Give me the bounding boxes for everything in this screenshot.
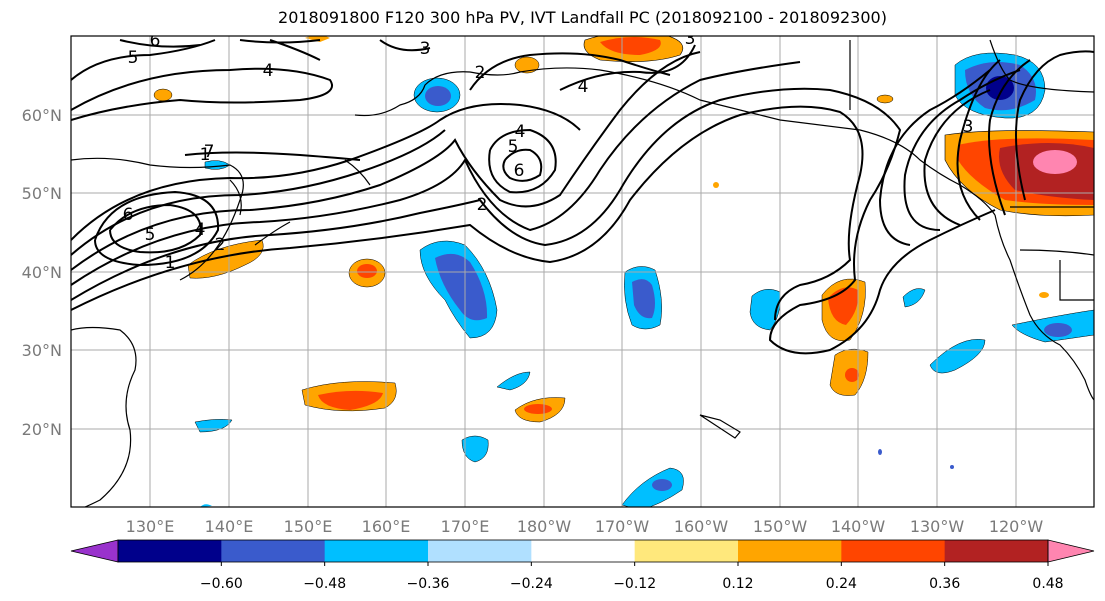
lon-tick-label: 150°E — [284, 517, 333, 536]
contour-label: 5 — [128, 48, 139, 68]
contour-label: 3 — [963, 117, 974, 137]
lon-tick-label: 150°W — [753, 517, 808, 536]
colorbar-segment — [634, 540, 739, 562]
contour-label: 6 — [514, 161, 525, 181]
longitude-labels: 130°E 140°E 150°E 160°E 170°E 180°W 170°W 160°W… — [126, 517, 1044, 536]
colorbar-tick-label: 0.36 — [929, 576, 960, 592]
colorbar-extend-max — [1047, 539, 1095, 563]
lat-tick-label: 60°N — [22, 106, 62, 125]
colorbar-tick-label: −0.36 — [407, 576, 450, 592]
graticule — [71, 36, 1094, 507]
colorbar-tick-labels: −0.60 −0.48 −0.36 −0.24 −0.12 0.12 0.24 0.36 0.4… — [200, 562, 1064, 592]
pv-contours — [71, 39, 1094, 355]
colorbar-tick-label: 0.48 — [1032, 576, 1063, 592]
colorbar-extend-min — [70, 539, 119, 563]
lon-tick-label: 170°W — [595, 517, 650, 536]
lon-tick-label: 160°E — [362, 517, 411, 536]
colorbar-segment — [324, 540, 429, 562]
colorbar-segment — [738, 540, 842, 562]
lat-tick-label: 40°N — [22, 263, 62, 282]
lon-tick-label: 140°W — [831, 517, 886, 536]
contour-label: 4 — [195, 220, 206, 240]
colorbar-segment — [531, 540, 636, 562]
lon-tick-label: 180°W — [517, 517, 572, 536]
lat-tick-label: 30°N — [22, 341, 62, 360]
colorbar-tick-label: −0.48 — [303, 576, 346, 592]
colorbar-tick-label: 0.24 — [826, 576, 857, 592]
lon-tick-label: 170°E — [441, 517, 490, 536]
lat-tick-label: 20°N — [22, 420, 62, 439]
colorbar-segment — [118, 540, 222, 562]
contour-label: 2 — [477, 195, 488, 215]
pv-anomaly-shading — [153, 36, 1094, 507]
lon-tick-label: 140°E — [205, 517, 254, 536]
contour-label: 3 — [685, 29, 696, 49]
map-title: 2018091800 F120 300 hPa PV, IVT Landfall… — [278, 8, 887, 27]
contour-label: 4 — [515, 122, 526, 142]
colorbar-segment — [944, 540, 1049, 562]
contour-label: 2 — [475, 63, 486, 83]
lat-tick-label: 50°N — [22, 184, 62, 203]
colorbar-segment — [428, 540, 532, 562]
latitude-labels: 60°N 50°N 40°N 30°N 20°N — [22, 106, 62, 439]
contour-label: 1 — [165, 253, 176, 273]
lon-tick-label: 120°W — [989, 517, 1044, 536]
contour-label: 7 — [204, 142, 215, 162]
contour-label: 3 — [420, 39, 431, 59]
colorbar-tick-label: −0.60 — [200, 576, 243, 592]
contour-label: 4 — [578, 77, 589, 97]
contour-label: 5 — [145, 225, 156, 245]
map-border — [70, 35, 1095, 508]
contour-label: 4 — [263, 61, 274, 81]
colorbar-segment — [841, 540, 946, 562]
lon-tick-label: 130°E — [126, 517, 175, 536]
lon-tick-label: 130°W — [910, 517, 965, 536]
contour-label: 6 — [123, 205, 134, 225]
colorbar-tick-label: −0.24 — [510, 576, 553, 592]
contour-label: 2 — [215, 235, 226, 255]
colorbar-tick-label: −0.12 — [613, 576, 656, 592]
contour-label: 5 — [508, 137, 519, 157]
colorbar-tick-label: 0.12 — [722, 576, 753, 592]
contour-label: 6 — [150, 31, 161, 51]
colorbar-segment — [221, 540, 326, 562]
colorbar — [70, 539, 1095, 563]
contour-label: 1 — [200, 145, 211, 165]
lon-tick-label: 160°W — [674, 517, 729, 536]
